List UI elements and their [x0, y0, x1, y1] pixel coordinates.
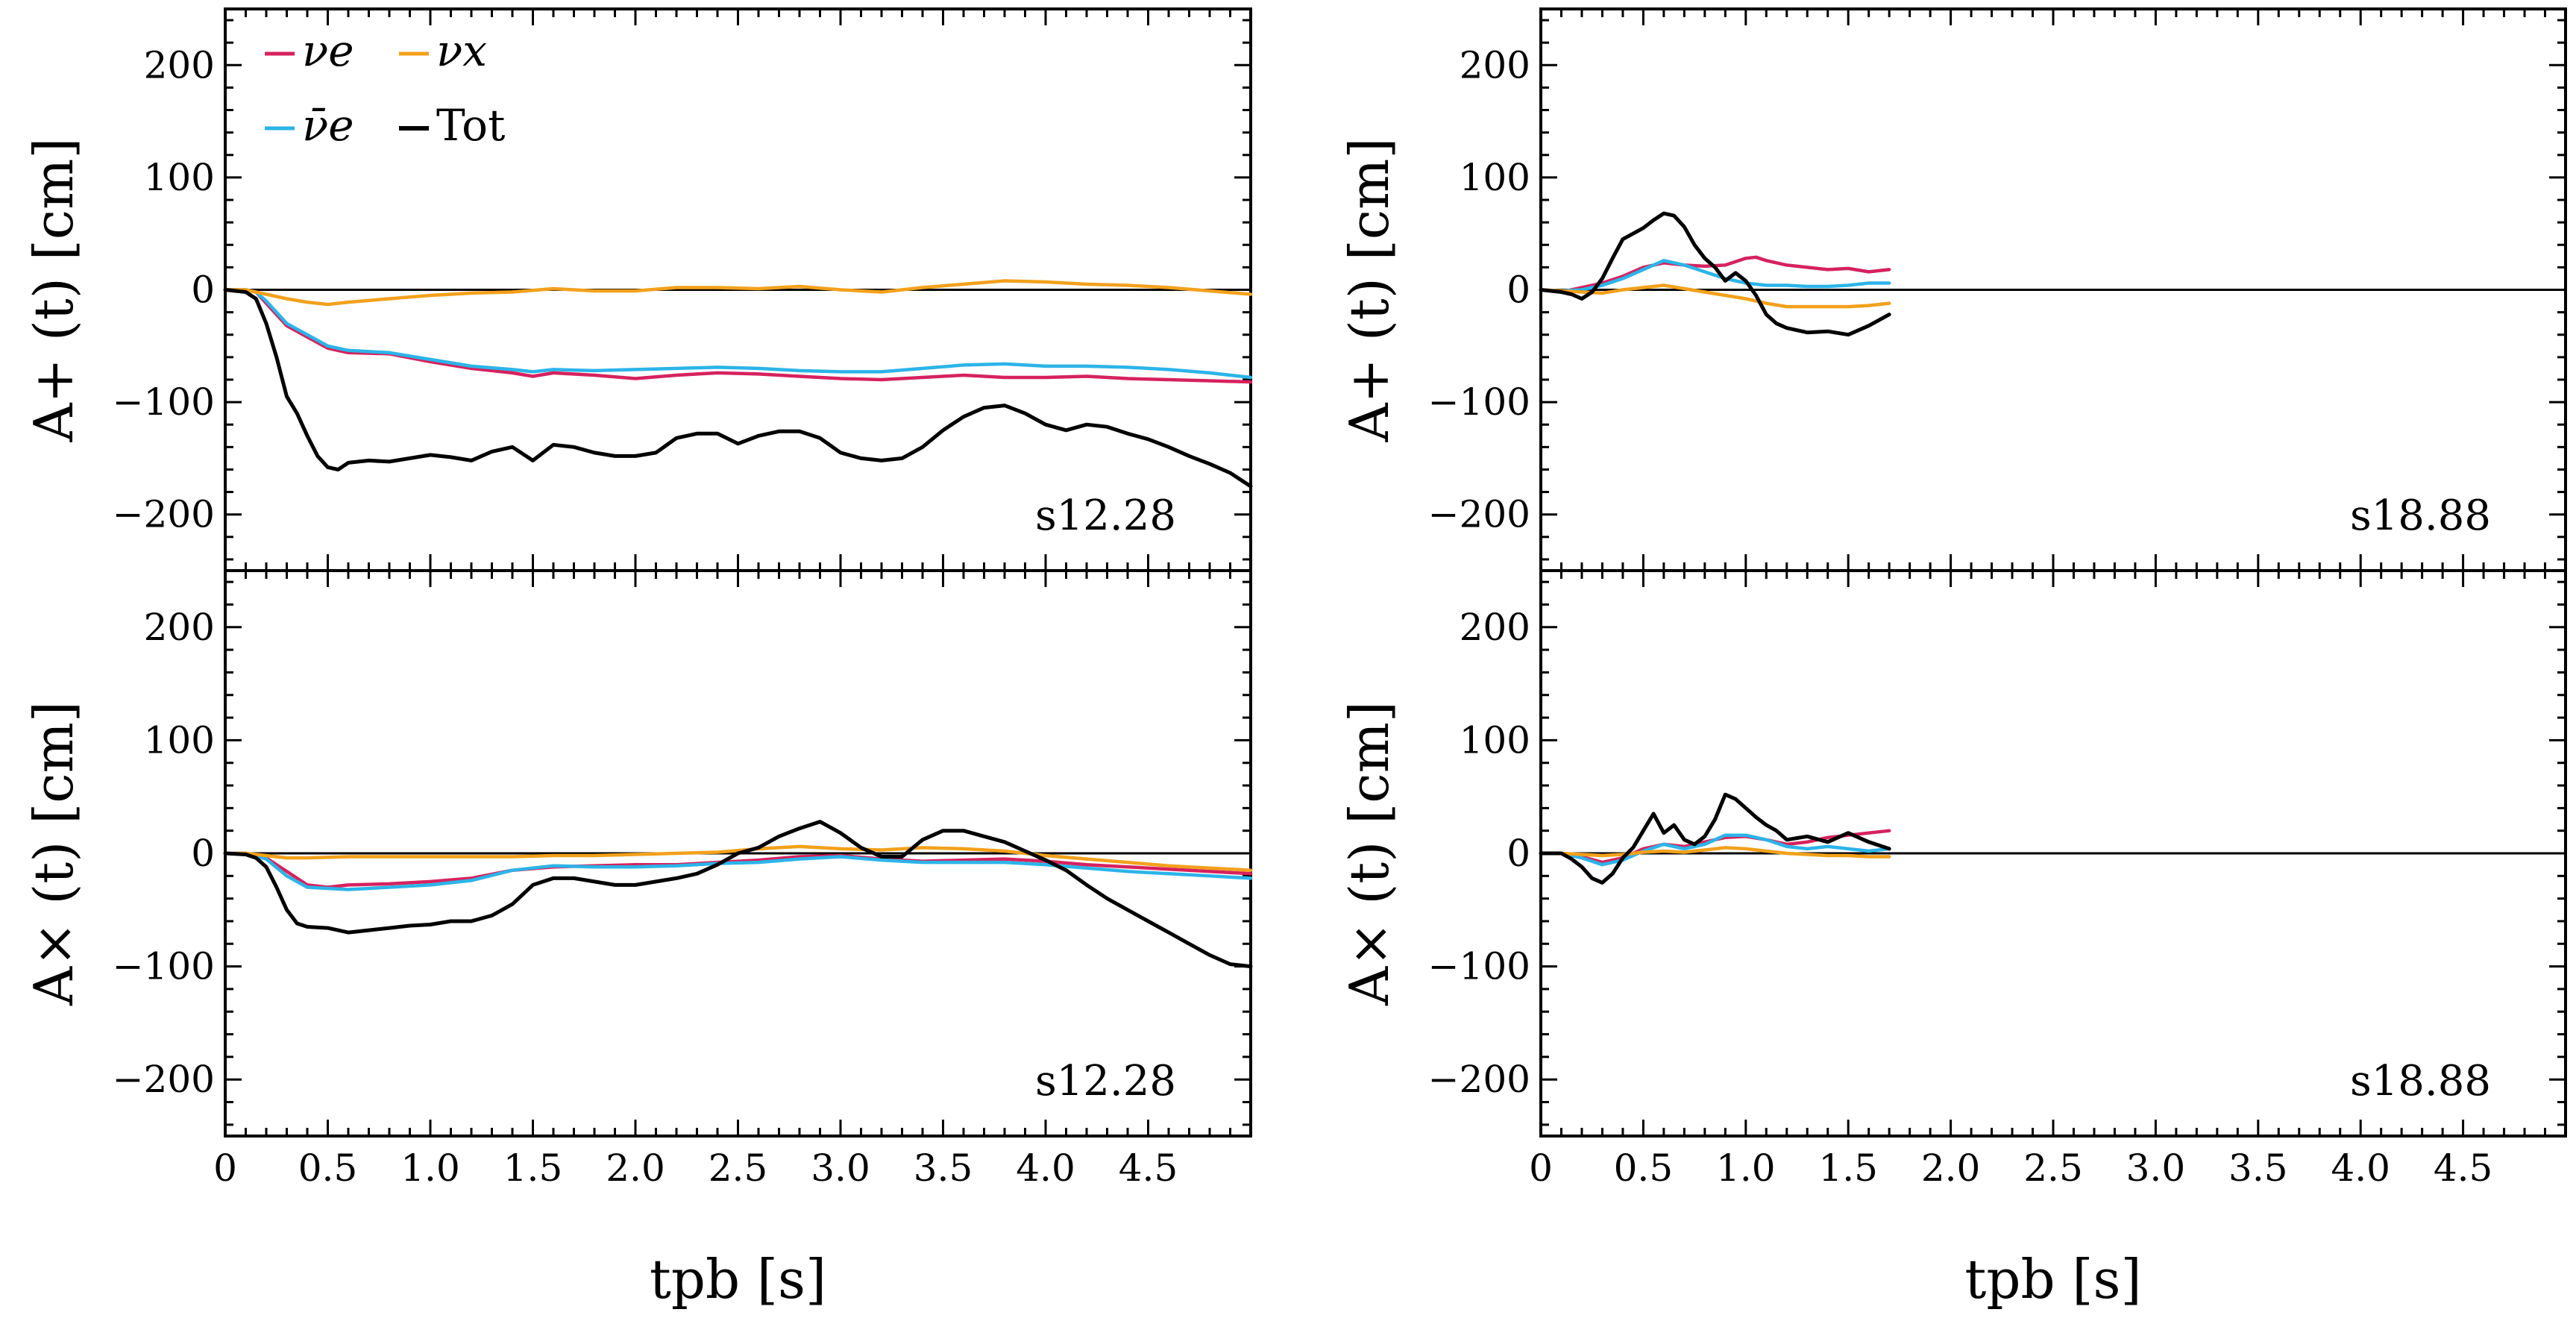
x-tick-label: 3.0 — [811, 1146, 870, 1190]
panel-label: s12.28 — [1035, 492, 1176, 540]
series-line-3bd — [1539, 283, 1891, 309]
x-tick-label: 1.5 — [1818, 1146, 1878, 1190]
series-line-tot — [1539, 211, 1891, 337]
panel-bottom-left: −200 −100 0 100 200 0 0.5 1.0 1.5 2.0 2.5 3.0 3.5 4.0… — [22, 569, 1253, 1311]
y-tick-label: 200 — [1460, 43, 1530, 87]
legend-label: Tot — [436, 100, 505, 151]
x-tick-label: 0 — [213, 1146, 237, 1190]
y-tick-label: −200 — [113, 1058, 215, 1101]
x-tick-label: 2.5 — [2023, 1146, 2083, 1190]
y-axis-label: A× (t) [cm] — [1338, 701, 1401, 1006]
y-tick-label: 0 — [1507, 832, 1530, 875]
y-tick-label: −100 — [113, 945, 215, 988]
y-axis-label: A+ (t) [cm] — [1338, 138, 1401, 443]
legend-label: νx — [436, 25, 487, 76]
x-axis-label: tpb [s] — [650, 1248, 826, 1311]
panel-bottom-right: −200 −100 0 100 200 0 0.5 1.0 1.5 2.0 2.5 3.0 3.5 4.0… — [1338, 569, 2567, 1311]
series-line-3bd — [1539, 833, 1891, 867]
series-line-3bd — [223, 844, 1253, 872]
y-tick-label: 100 — [1460, 718, 1530, 762]
y-tick-label: 0 — [191, 832, 215, 875]
legend-label: νe — [302, 25, 354, 76]
series-line-tot — [223, 820, 1253, 969]
x-tick-label: 2.5 — [709, 1146, 768, 1190]
x-tick-label: 0.5 — [298, 1146, 358, 1190]
x-tick-label: 3.0 — [2126, 1146, 2186, 1190]
panel-top-right: −200 −100 0 100 200 A+ (t) [cm] s18.88 — [1338, 7, 2567, 572]
x-tick-label: 1.5 — [503, 1146, 563, 1190]
y-tick-label: −200 — [1428, 1058, 1530, 1101]
x-tick-label: 3.5 — [2228, 1146, 2288, 1190]
legend-label: ν̄e — [302, 100, 354, 151]
y-tick-label: −200 — [113, 493, 215, 536]
y-tick-label: 0 — [191, 269, 215, 312]
x-tick-label: 3.5 — [914, 1146, 973, 1190]
y-tick-label: 0 — [1507, 269, 1530, 312]
y-tick-label: −100 — [1428, 945, 1530, 988]
x-tick-label: 4.0 — [1016, 1146, 1075, 1190]
y-tick-label: −200 — [1428, 493, 1530, 536]
x-tick-label: 1.0 — [1716, 1146, 1776, 1190]
x-tick-label: 2.0 — [606, 1146, 665, 1190]
series-line-tot — [1539, 792, 1891, 885]
y-tick-label: 200 — [1460, 606, 1530, 649]
panel-label: s12.28 — [1035, 1057, 1176, 1105]
x-tick-label: 4.0 — [2331, 1146, 2390, 1190]
series-line-3bd — [223, 288, 1253, 380]
y-axis-label: A+ (t) [cm] — [22, 138, 85, 443]
y-axis-label: A× (t) [cm] — [22, 701, 85, 1006]
y-tick-label: −100 — [113, 380, 215, 424]
x-tick-label: 1.0 — [400, 1146, 460, 1190]
x-tick-label: 4.5 — [2434, 1146, 2493, 1190]
series-line-tot — [223, 288, 1253, 489]
panel-label: s18.88 — [2350, 1057, 2491, 1105]
y-tick-label: −100 — [1428, 380, 1530, 424]
legend: νe νx ν̄e Tot — [265, 25, 505, 151]
series-line-3bd — [1539, 255, 1891, 294]
series-line-3bd — [223, 288, 1253, 384]
series-line-3bd — [1539, 846, 1891, 859]
x-tick-label: 2.0 — [1921, 1146, 1981, 1190]
y-tick-label: 100 — [144, 156, 215, 199]
panel-label: s18.88 — [2350, 492, 2491, 540]
panel-top-left: −200 −100 0 100 200 A+ (t) [cm] s12.28 — [22, 7, 1253, 572]
y-tick-label: 200 — [144, 606, 215, 649]
x-tick-label: 0 — [1529, 1146, 1553, 1190]
x-tick-label: 0.5 — [1614, 1146, 1674, 1190]
series-line-3bd — [223, 279, 1253, 307]
x-axis-label: tpb [s] — [1964, 1248, 2141, 1311]
y-tick-label: 100 — [1460, 156, 1530, 199]
y-tick-label: 200 — [144, 43, 215, 87]
x-tick-label: 4.5 — [1119, 1146, 1178, 1190]
y-tick-label: 100 — [144, 718, 215, 762]
